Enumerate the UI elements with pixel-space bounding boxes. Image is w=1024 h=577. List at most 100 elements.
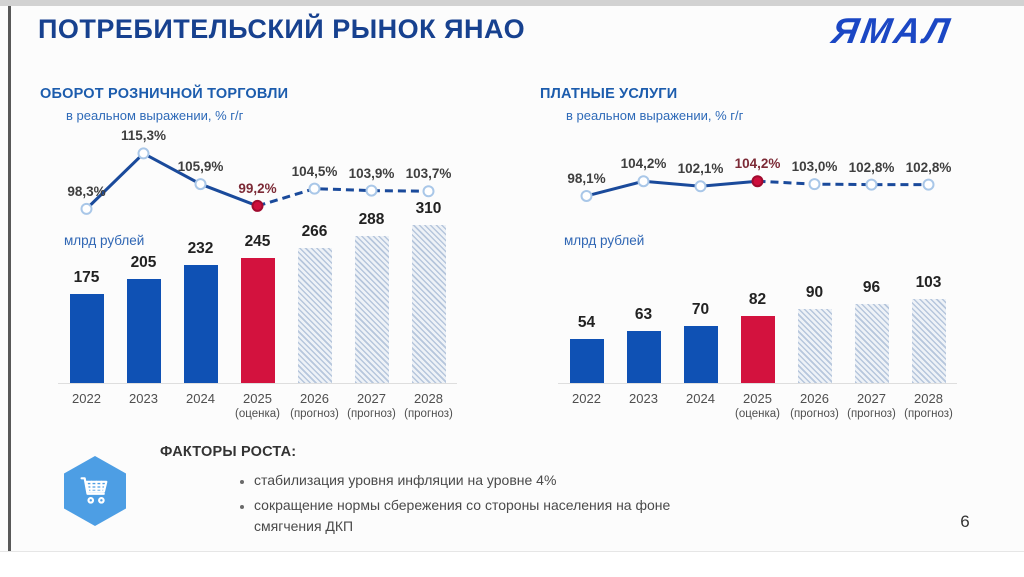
bar-2025 [740, 315, 775, 383]
category-note: (прогноз) [290, 408, 339, 421]
shopping-cart-icon [64, 456, 126, 526]
window-top-edge [0, 0, 1024, 6]
line-value-label: 115,3% [120, 128, 167, 144]
line-value-label: 102,1% [677, 161, 724, 177]
yamal-logo: ЯМАЛ [828, 10, 956, 51]
shopping-cart-glyph [80, 477, 108, 504]
yoy-line [80, 147, 435, 215]
bar-value-label: 54 [577, 313, 596, 331]
paid-services-chart: 98,1% 104,2% 102,1% 104,2% 103,0% 102,8% 102,8… [558, 131, 958, 431]
line-value-label: 104,5% [291, 163, 338, 179]
line-marker [137, 147, 150, 160]
bar-2026 [297, 247, 332, 383]
bar-value-label: 96 [862, 279, 881, 297]
line-value-label: 98,3% [67, 183, 106, 199]
bar-2028 [911, 298, 946, 383]
bar-value-label: 266 [301, 222, 328, 240]
line-marker [637, 175, 650, 188]
bar-value-label: 232 [187, 239, 214, 257]
category-label: 2028 (прогноз) [397, 391, 461, 422]
bar-2023 [626, 331, 661, 383]
category-label: 2023 [629, 391, 658, 406]
retail-trade-panel: ОБОРОТ РОЗНИЧНОЙ ТОРГОВЛИ в реальном выр… [40, 86, 500, 431]
yoy-line [580, 175, 935, 202]
line-value-label: 99,2% [238, 180, 277, 196]
paid-services-section-title: ПЛАТНЫЕ УСЛУГИ [540, 86, 678, 102]
x-axis-line [58, 383, 457, 384]
page-number: 6 [960, 512, 970, 531]
growth-factors-body: ФАКТОРЫ РОСТА: стабилизация уровня инфля… [160, 444, 684, 541]
category-label: 2028 (прогноз) [897, 391, 961, 422]
bar-value-label: 205 [130, 253, 157, 271]
bar-2028 [411, 225, 446, 383]
line-marker [80, 202, 93, 215]
category-label: 2025 (оценка) [726, 391, 790, 422]
x-axis-line [558, 383, 957, 384]
category-label: 2027 (прогноз) [840, 391, 904, 422]
bar-value-label: 245 [244, 233, 271, 251]
bar-2027 [354, 236, 389, 383]
line-marker [922, 178, 935, 191]
line-marker [365, 184, 378, 197]
bar-units-label: млрд рублей [564, 233, 645, 248]
retail-trade-chart: 98,3% 115,3% 105,9% 99,2% 104,5% 103,9% 103,7%… [58, 128, 461, 431]
line-value-label: 102,8% [905, 159, 952, 175]
estimate-marker [751, 175, 764, 188]
estimate-marker [251, 199, 264, 212]
window-left-edge [8, 6, 11, 551]
category-label: 2022 [72, 391, 101, 406]
bar-value-label: 175 [73, 268, 100, 286]
bar-2026 [797, 309, 832, 383]
bar-value-label: 82 [748, 290, 767, 308]
category-note: (прогноз) [404, 408, 453, 421]
line-marker [808, 178, 821, 191]
category-note: (прогноз) [347, 408, 396, 421]
category-note: (оценка) [735, 408, 780, 421]
line-marker [308, 182, 321, 195]
page-title: ПОТРЕБИТЕЛЬСКИЙ РЫНОК ЯНАО [38, 14, 526, 44]
growth-factors-list: стабилизация уровня инфляции на уровне 4… [238, 470, 684, 536]
category-note: (оценка) [235, 408, 280, 421]
line-value-label: 104,2% [734, 156, 781, 172]
line-marker [422, 185, 435, 198]
line-value-label: 103,9% [348, 165, 395, 181]
line-value-label: 103,0% [791, 159, 838, 175]
bar-2022 [69, 293, 104, 383]
growth-factor-item: сокращение нормы сбережения со стороны н… [254, 495, 684, 536]
line-value-label: 103,7% [405, 166, 452, 182]
category-note: (прогноз) [790, 408, 839, 421]
line-value-label: 102,8% [848, 159, 895, 175]
category-label: 2025 (оценка) [226, 391, 290, 422]
bar-units-label: млрд рублей [64, 233, 145, 248]
growth-factors-heading: ФАКТОРЫ РОСТА: [160, 444, 297, 460]
paid-services-subtitle: в реальном выражении, % г/г [566, 108, 744, 123]
paid-services-panel: ПЛАТНЫЕ УСЛУГИ в реальном выражении, % г… [540, 86, 1000, 431]
line-value-label: 105,9% [177, 159, 224, 175]
bar-2022 [569, 338, 604, 383]
category-label: 2026 (прогноз) [283, 391, 347, 422]
bar-2024 [183, 264, 218, 383]
line-marker [194, 178, 207, 191]
bar-value-label: 103 [915, 273, 942, 291]
category-label: 2026 (прогноз) [783, 391, 847, 422]
growth-factor-item: стабилизация уровня инфляции на уровне 4… [254, 470, 684, 490]
slide-bottom-edge [0, 551, 1024, 552]
category-label: 2024 [186, 391, 215, 406]
bar-value-label: 70 [691, 300, 710, 318]
slide: ПОТРЕБИТЕЛЬСКИЙ РЫНОК ЯНАО ЯМАЛ ОБОРОТ Р… [0, 0, 1024, 552]
bar-2025 [240, 258, 275, 383]
line-marker [865, 178, 878, 191]
retail-trade-subtitle: в реальном выражении, % г/г [66, 108, 244, 123]
bar-value-label: 90 [805, 284, 824, 302]
line-marker [580, 189, 593, 202]
category-label: 2022 [572, 391, 601, 406]
retail-trade-section-title: ОБОРОТ РОЗНИЧНОЙ ТОРГОВЛИ [40, 86, 289, 102]
category-label: 2023 [129, 391, 158, 406]
category-label: 2027 (прогноз) [340, 391, 404, 422]
line-marker [694, 180, 707, 193]
category-note: (прогноз) [904, 408, 953, 421]
line-value-label: 104,2% [620, 156, 667, 172]
bar-value-label: 310 [415, 200, 442, 218]
bar-value-label: 288 [358, 211, 385, 229]
